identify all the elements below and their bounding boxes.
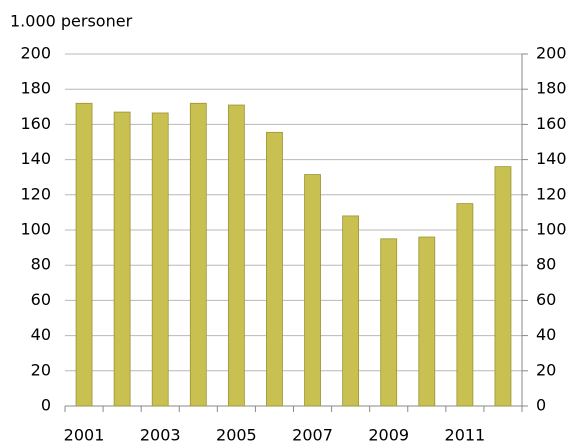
- y2-tick-label: 0: [536, 396, 546, 415]
- bar: [456, 203, 474, 407]
- bar: [494, 166, 512, 407]
- y-tick-label: 160: [20, 114, 51, 133]
- y2-tick-label: 40: [536, 325, 556, 344]
- y2-tick-label: 200: [536, 44, 567, 63]
- y-tick-label: 100: [20, 220, 51, 239]
- y2-tick-label: 100: [536, 220, 567, 239]
- x-tick-label: 2003: [140, 426, 181, 443]
- bar: [227, 104, 245, 407]
- bar: [113, 111, 131, 407]
- bar: [418, 236, 436, 407]
- y2-tick-label: 60: [536, 290, 556, 309]
- bar: [266, 131, 283, 407]
- y-tick-label: 140: [20, 149, 51, 168]
- y2-tick-label: 180: [536, 79, 567, 98]
- y2-tick-label: 80: [536, 255, 556, 274]
- x-tick-label: 2011: [445, 426, 486, 443]
- y-tick-label: 0: [41, 396, 51, 415]
- x-tick-label: 2009: [368, 426, 409, 443]
- y-tick-label: 60: [31, 290, 51, 309]
- y-tick-label: 180: [20, 79, 51, 98]
- y2-tick-label: 120: [536, 184, 567, 203]
- x-tick-label: 2007: [292, 426, 333, 443]
- y-tick-label: 20: [31, 360, 51, 379]
- bar: [380, 238, 398, 407]
- x-tick-label: 2001: [64, 426, 105, 443]
- bar: [304, 174, 321, 407]
- bar: [189, 102, 207, 407]
- bar: [151, 112, 169, 407]
- y-tick-label: 40: [31, 325, 51, 344]
- y2-tick-label: 20: [536, 360, 556, 379]
- y2-tick-label: 140: [536, 149, 567, 168]
- y-axis-label: 1.000 personer: [10, 12, 133, 31]
- y2-tick-label: 160: [536, 114, 567, 133]
- y-tick-label: 120: [20, 184, 51, 203]
- bar: [75, 102, 93, 407]
- y-tick-label: 80: [31, 255, 51, 274]
- y-tick-label: 200: [20, 44, 51, 63]
- x-tick-label: 2005: [216, 426, 257, 443]
- bar: [342, 215, 360, 407]
